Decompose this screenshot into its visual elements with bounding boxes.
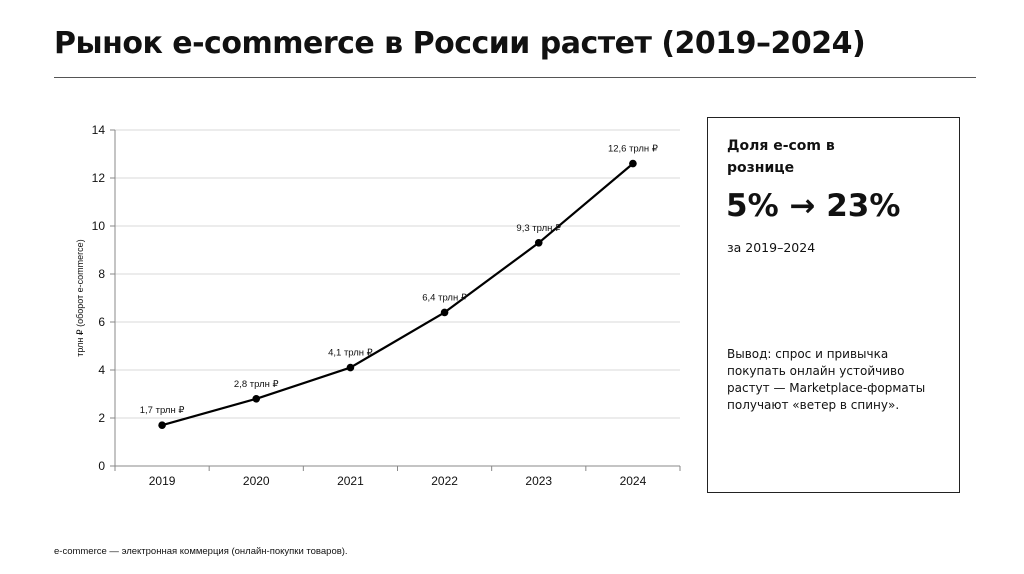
data-point-2019 [158, 421, 166, 430]
y-tick-label: 0 [98, 459, 105, 473]
x-tick-label: 2021 [337, 474, 364, 488]
x-tick-label: 2024 [620, 474, 647, 488]
data-label-2023: 9,3 трлн ₽ [516, 223, 562, 234]
data-point-2023 [534, 239, 543, 247]
x-tick-label: 2020 [243, 474, 270, 488]
y-tick-label: 8 [98, 267, 105, 281]
ecom-share-value: 5% → 23% [726, 188, 901, 224]
x-tick-label: 2022 [431, 474, 458, 488]
data-point-2020 [252, 395, 261, 403]
ecom-share-label: Доля e-com в рознице [727, 138, 835, 176]
y-tick-label: 14 [92, 123, 106, 137]
ecom-share-panel: Доля e-com в рознице 5% → 23% за 2019–20… [707, 117, 960, 493]
conclusion-text: Вывод: спрос и привычка покупать онлайн … [727, 347, 926, 412]
series-line [161, 162, 634, 427]
y-tick-label: 2 [98, 411, 105, 425]
footnote: e-commerce — электронная коммерция (онла… [54, 546, 348, 557]
y-tick-label: 10 [92, 219, 106, 233]
ecom-share-period: за 2019–2024 [727, 240, 816, 255]
data-label-2024: 12,6 трлн ₽ [608, 144, 659, 155]
data-label-2022: 6,4 трлн ₽ [422, 292, 468, 303]
title-divider [54, 77, 976, 78]
y-tick-label: 12 [92, 171, 106, 185]
data-label-2020: 2,8 трлн ₽ [234, 379, 280, 390]
x-tick-label: 2019 [149, 474, 176, 488]
data-point-2024 [629, 159, 637, 168]
page-title: Рынок e-commerce в России растет (2019–2… [54, 26, 866, 61]
x-tick-label: 2023 [525, 474, 552, 488]
data-label-2021: 4,1 трлн ₽ [328, 348, 374, 359]
data-point-2021 [346, 363, 355, 372]
data-label-2019: 1,7 трлн ₽ [140, 405, 186, 416]
y-tick-label: 4 [98, 363, 105, 377]
data-point-2022 [440, 308, 449, 317]
y-tick-label: 6 [98, 315, 105, 329]
y-axis-title: трлн ₽ (оборот e-commerce) [75, 239, 85, 356]
